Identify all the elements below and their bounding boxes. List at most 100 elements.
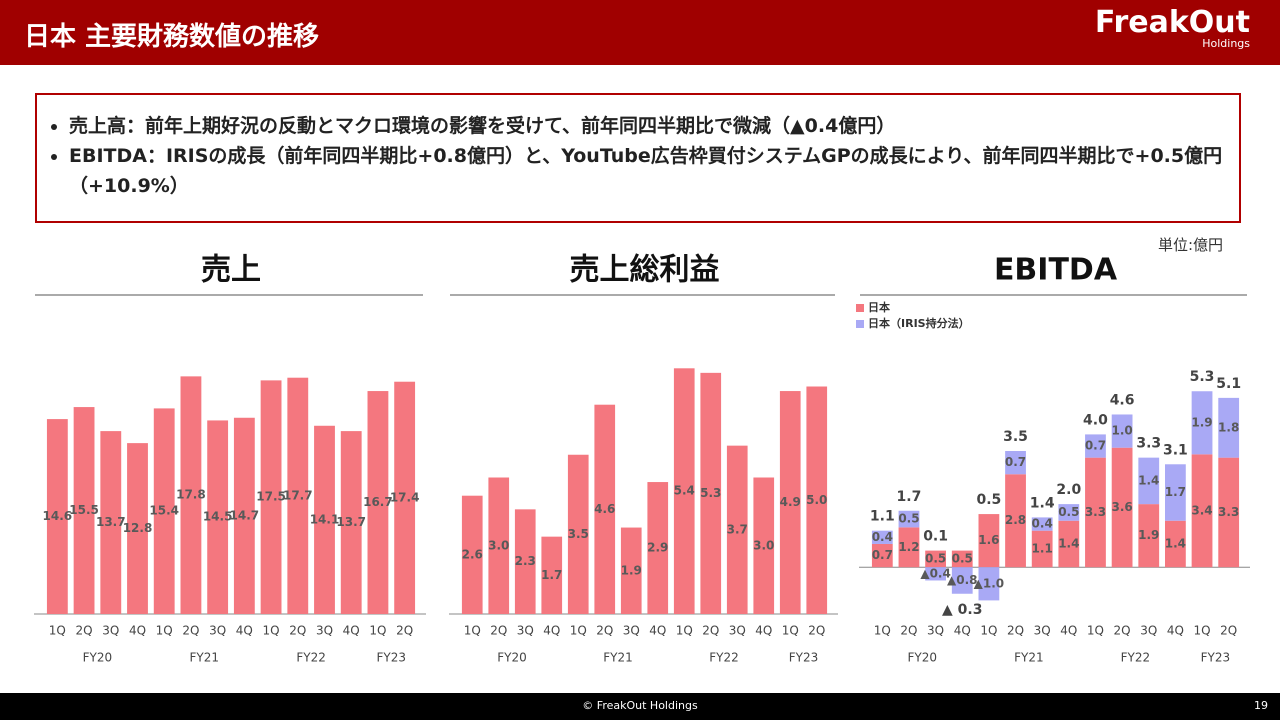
bar — [700, 372, 722, 614]
data-label: ▲0.4 — [920, 566, 951, 580]
data-label: 13.7 — [96, 515, 126, 529]
data-label: 3.4 — [1191, 503, 1212, 517]
group-label: FY21 — [190, 651, 220, 665]
x-tick-label: 3Q — [1140, 624, 1157, 638]
data-label: 0.5 — [925, 551, 946, 565]
x-tick-label: 4Q — [343, 624, 360, 638]
bar — [488, 477, 510, 614]
group-label: FY23 — [1201, 651, 1231, 665]
group-label: FY21 — [1014, 651, 1044, 665]
bar-segment — [1138, 457, 1160, 505]
bar-segment — [1005, 451, 1026, 475]
data-label: 0.7 — [872, 548, 893, 562]
group-label: FY22 — [1121, 651, 1151, 665]
bar-segment — [1191, 454, 1213, 568]
bar-segment — [1111, 447, 1133, 568]
data-label: 3.6 — [1111, 500, 1132, 514]
bar — [367, 391, 389, 614]
bar — [753, 477, 775, 614]
bar-segment — [925, 567, 946, 581]
x-tick-label: 4Q — [954, 624, 971, 638]
bar — [46, 419, 68, 614]
data-label: 3.3 — [1085, 505, 1106, 519]
data-label: 12.8 — [123, 521, 153, 535]
data-label: 2.9 — [647, 541, 668, 555]
bar-segment — [1165, 520, 1186, 568]
total-label: 3.5 — [1003, 429, 1028, 445]
total-label: 5.1 — [1216, 376, 1241, 392]
bar-segment — [1191, 391, 1213, 455]
group-label: FY20 — [908, 651, 938, 665]
data-label: 1.4 — [1058, 536, 1079, 550]
data-label: 0.4 — [872, 530, 893, 544]
total-label: 4.0 — [1083, 412, 1108, 428]
x-tick-label: 2Q — [596, 624, 613, 638]
data-label: 3.3 — [1218, 505, 1239, 519]
bar — [314, 425, 335, 614]
x-tick-label: 4Q — [543, 624, 560, 638]
bar — [541, 536, 563, 614]
bar-segment — [1138, 504, 1160, 568]
x-tick-label: 3Q — [209, 624, 226, 638]
x-tick-label: 3Q — [1034, 624, 1051, 638]
x-tick-label: 4Q — [236, 624, 253, 638]
bar — [647, 482, 669, 614]
bar-segment — [1058, 520, 1080, 568]
bar — [153, 408, 175, 614]
bar — [260, 380, 282, 614]
data-label: 1.7 — [541, 568, 562, 582]
bullet: 売上高：前年上期好況の反動とマクロ環境の影響を受けて、前年同四半期比で微減（▲0… — [69, 111, 1229, 141]
x-tick-label: 2Q — [808, 624, 825, 638]
x-tick-label: 2Q — [702, 624, 719, 638]
bar-segment — [1005, 474, 1026, 568]
x-tick-label: 2Q — [1007, 624, 1024, 638]
x-tick-label: 3Q — [623, 624, 640, 638]
data-label: 1.9 — [621, 563, 642, 577]
x-tick-label: 4Q — [129, 624, 146, 638]
x-tick-label: 2Q — [1114, 624, 1131, 638]
data-label: 17.8 — [176, 488, 206, 502]
legend-swatch — [856, 320, 864, 328]
data-label: ▲0.8 — [947, 573, 978, 587]
x-tick-label: 1Q — [874, 624, 891, 638]
x-tick-label: 2Q — [182, 624, 199, 638]
group-label: FY22 — [296, 651, 326, 665]
legend-label: 日本（IRIS持分法） — [868, 316, 970, 330]
slide-title: 日本 主要財務数値の推移 — [24, 22, 320, 52]
summary-box: 売上高：前年上期好況の反動とマクロ環境の影響を受けて、前年同四半期比で微減（▲0… — [35, 93, 1241, 223]
data-label: 17.7 — [283, 488, 313, 502]
bar — [287, 377, 309, 614]
bullet: EBITDA：IRISの成長（前年同四半期比+0.8億円）と、YouTube広告… — [69, 141, 1229, 201]
total-label: 4.6 — [1110, 392, 1135, 408]
x-tick-label: 1Q — [676, 624, 693, 638]
data-label: 1.4 — [1138, 473, 1159, 487]
bar — [340, 431, 362, 614]
x-tick-label: 2Q — [900, 624, 917, 638]
data-label: 1.8 — [1218, 420, 1239, 434]
x-tick-label: 4Q — [649, 624, 666, 638]
bar — [594, 404, 616, 614]
bar — [394, 381, 416, 614]
group-label: FY22 — [709, 651, 739, 665]
data-label: 16.7 — [363, 495, 393, 509]
bar-segment — [1031, 517, 1053, 531]
data-label: 1.9 — [1191, 415, 1212, 429]
x-tick-label: 2Q — [76, 624, 93, 638]
header: 日本 主要財務数値の推移 FreakOut Holdings — [0, 0, 1280, 65]
data-label: 3.5 — [568, 527, 589, 541]
bar-segment — [951, 550, 973, 568]
total-label: 1.4 — [1030, 495, 1055, 511]
data-label: 1.6 — [978, 533, 999, 547]
charts: 売上 1Q 2Q 3Q 4Q 1Q 2Q 3Q 4Q 1Q 2Q 3Q 4Q 1Q 2Q FY20 FY21 FY… — [34, 253, 1250, 665]
bar — [233, 417, 255, 614]
bar — [620, 527, 642, 614]
bar — [180, 376, 202, 614]
x-tick-label: 3Q — [102, 624, 119, 638]
data-label: 5.0 — [806, 493, 827, 507]
chart-title: EBITDA — [994, 253, 1118, 288]
bar-segment — [1165, 464, 1186, 521]
data-label: 2.3 — [515, 554, 536, 568]
bar-segment — [871, 530, 893, 544]
data-label: 2.8 — [1005, 513, 1026, 527]
data-label: 1.9 — [1138, 528, 1159, 542]
